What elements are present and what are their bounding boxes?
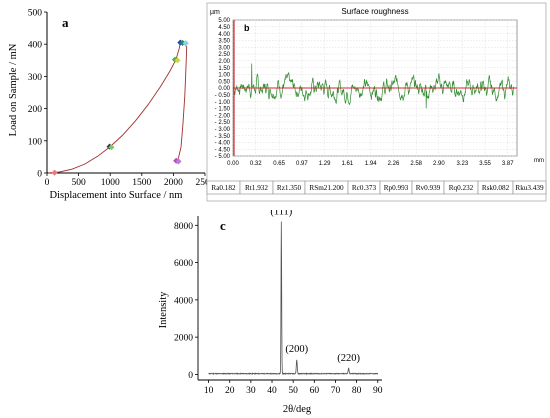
b-y-tick-label: 5.00 — [218, 18, 230, 24]
surface-roughness-chart: µm Surface roughness 5.004.504.003.503.0… — [206, 2, 547, 202]
panel-label-c: c — [220, 218, 226, 233]
c-y-tick-label: 2000 — [174, 334, 193, 344]
c-peak-label: (220) — [337, 353, 360, 364]
c-x-tick-label: 70 — [331, 386, 341, 396]
c-xrd-pattern — [208, 221, 379, 376]
a-y-tick-label: 500 — [28, 9, 43, 19]
b-x-tick-label: 0.97 — [296, 161, 308, 167]
c-x-tick-label: 60 — [310, 386, 320, 396]
b-y-tick-label: - 2.00 — [215, 113, 231, 119]
b-table-value: Rv0.939 — [416, 184, 441, 192]
load-displacement-chart: 0 500 1000 1500 2000 2500 0 100 200 300 400 500 a D… — [8, 9, 213, 202]
b-y-tick-label: - 3.00 — [215, 127, 231, 133]
b-x-tick-label: 1.61 — [341, 161, 353, 167]
a-y-tick-label: 0 — [37, 170, 42, 180]
b-x-tick-label: 1.94 — [365, 161, 377, 167]
b-table-value: RSm21.200 — [309, 184, 344, 192]
a-x-tick-label: 0 — [45, 178, 50, 188]
b-y-tick-label: 2.00 — [218, 59, 230, 65]
a-data-marker — [108, 144, 115, 151]
c-y-tick-label: 8000 — [174, 222, 193, 232]
c-y-tick-label: 0 — [188, 371, 193, 381]
a-y-tick-label: 100 — [28, 137, 43, 147]
c-peak-label: (111) — [270, 210, 292, 218]
b-table-value: Rz1.350 — [277, 184, 302, 192]
xrd-pattern-chart: 10 20 30 40 50 60 70 80 90 0 2000 4000 6000 8000 (111… — [158, 210, 383, 415]
a-data-marker — [174, 57, 181, 64]
a-y-tick-label: 400 — [28, 41, 43, 51]
b-x-tick-label: 2.26 — [388, 161, 400, 167]
b-table-value: Rt1.932 — [245, 184, 268, 192]
b-table-cell — [512, 180, 547, 195]
c-x-tick-label: 40 — [267, 386, 277, 396]
a-x-tick-label: 1500 — [132, 178, 151, 188]
b-y-tick-label: - 4.50 — [215, 147, 231, 153]
b-y-tick-label: 3.50 — [218, 39, 230, 45]
a-series-loading — [48, 42, 181, 174]
c-x-axis-label: 2θ/deg — [283, 404, 312, 415]
a-data-marker — [51, 169, 58, 176]
a-x-tick-label: 500 — [71, 178, 86, 188]
c-y-axis-label: Intensity — [158, 291, 169, 328]
b-y-tick-label: - 0.50 — [215, 93, 231, 99]
b-x-tick-label: 3.87 — [502, 161, 514, 167]
b-y-tick-label: 1.50 — [218, 66, 230, 72]
c-x-tick-label: 30 — [246, 386, 256, 396]
c-x-tick-label: 80 — [352, 386, 362, 396]
b-table-value: Rku3.439 — [515, 184, 544, 192]
c-y-tick-label: 4000 — [174, 296, 193, 306]
c-x-tick-label: 10 — [204, 386, 214, 396]
panel-label-a: a — [62, 15, 69, 30]
b-y-tick-label: - 2.50 — [215, 120, 231, 126]
b-chart-title: Surface roughness — [341, 7, 408, 16]
a-data-marker — [182, 40, 189, 47]
b-y-tick-label: 3.00 — [218, 45, 230, 51]
a-y-tick-label: 200 — [28, 105, 43, 115]
a-x-tick-label: 2500 — [196, 178, 213, 188]
b-x-unit: mm — [534, 158, 544, 164]
a-y-tick-label: 300 — [28, 73, 43, 83]
b-y-tick-label: 4.50 — [218, 25, 230, 31]
c-x-tick-label: 90 — [373, 386, 383, 396]
b-x-tick-label: 3.23 — [456, 161, 468, 167]
b-y-tick-label: 1.00 — [218, 73, 230, 79]
b-y-tick-label: 4.00 — [218, 32, 230, 38]
b-x-tick-label: 2.90 — [433, 161, 445, 167]
a-x-tick-label: 2000 — [164, 178, 183, 188]
a-x-tick-label: 1000 — [101, 178, 120, 188]
b-x-tick-label: 0.65 — [273, 161, 285, 167]
a-x-axis-label: Displacement into Surface / nm — [50, 190, 183, 201]
b-x-tick-label: 2.58 — [410, 161, 422, 167]
b-y-tick-label: - 5.00 — [215, 154, 231, 160]
c-x-tick-label: 50 — [288, 386, 298, 396]
b-y-tick-label: 0.00 — [218, 86, 230, 92]
b-roughness-profile — [232, 63, 514, 109]
b-y-tick-label: - 1.00 — [215, 100, 231, 106]
b-table-value: Ra0.182 — [211, 184, 236, 192]
b-x-tick-label: 0.32 — [250, 161, 262, 167]
c-y-tick-label: 6000 — [174, 259, 193, 269]
c-x-tick-label: 20 — [225, 386, 235, 396]
b-x-tick-label: 1.29 — [319, 161, 331, 167]
a-data-marker — [175, 158, 182, 165]
panel-label-b: b — [244, 23, 250, 33]
b-x-tick-label: 0.00 — [227, 161, 239, 167]
b-y-tick-label: 0.50 — [218, 79, 230, 85]
b-table-value: Rq0.232 — [449, 184, 474, 192]
b-y-unit: µm — [210, 9, 220, 16]
b-table-value: Rp0.993 — [384, 184, 409, 192]
b-y-tick-label: - 3.50 — [215, 134, 231, 140]
b-y-tick-label: - 4.00 — [215, 141, 231, 147]
b-table-value: Rc0.373 — [352, 184, 377, 192]
c-peak-label: (200) — [285, 344, 308, 355]
b-x-tick-label: 3.55 — [479, 161, 491, 167]
b-y-tick-label: - 1.50 — [215, 107, 231, 113]
b-y-tick-label: 2.50 — [218, 52, 230, 58]
a-y-axis-label: Load on Sample / mN — [8, 43, 19, 136]
b-table-value: Rsk0.082 — [482, 184, 510, 192]
